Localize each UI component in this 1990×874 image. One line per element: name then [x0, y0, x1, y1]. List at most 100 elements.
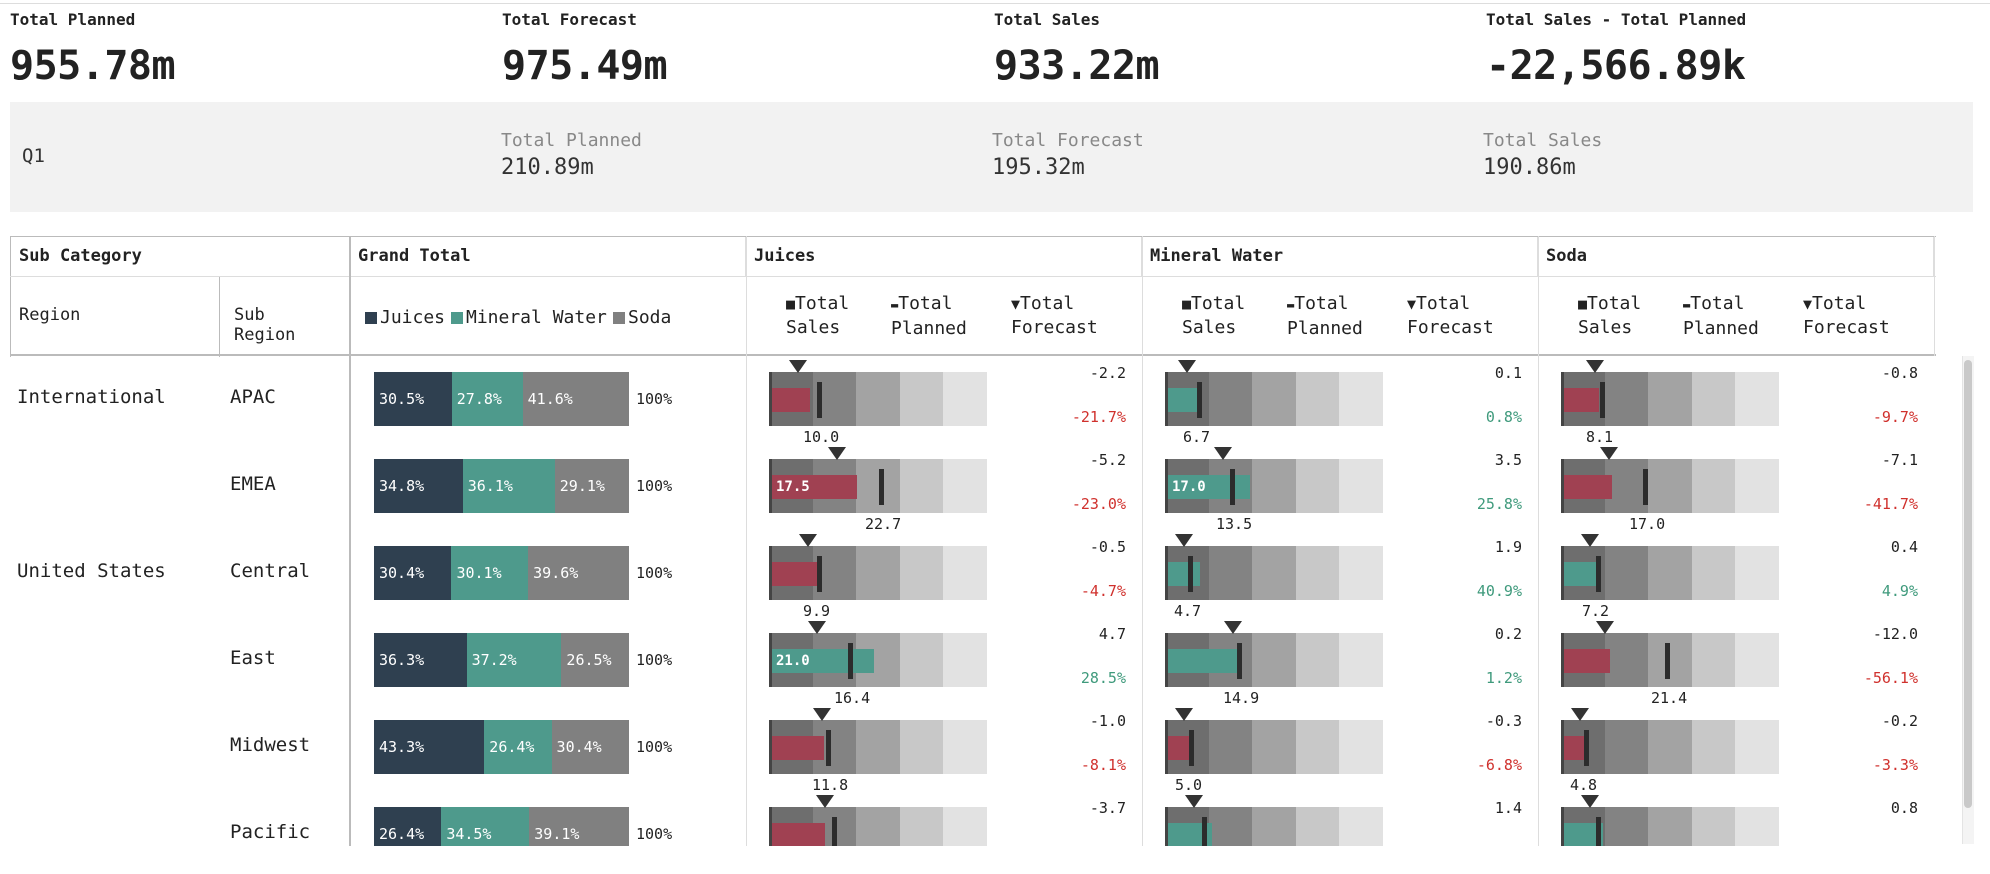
header-grand-total[interactable]: Grand Total	[350, 237, 746, 277]
stack-segment-mineral-water[interactable]: 27.8%	[451, 372, 523, 426]
planned-marker[interactable]	[1584, 730, 1589, 766]
forecast-marker-icon[interactable]	[1596, 621, 1614, 634]
planned-marker[interactable]	[1600, 382, 1605, 418]
bullet-chart-soda[interactable]	[1561, 708, 1779, 774]
sales-bar[interactable]: 17.5	[772, 475, 857, 499]
planned-marker[interactable]	[817, 382, 822, 418]
row-sub-region[interactable]: Midwest	[230, 734, 311, 756]
row-sub-region[interactable]: APAC	[230, 386, 276, 408]
planned-marker[interactable]	[1665, 643, 1670, 679]
planned-marker[interactable]	[1202, 817, 1207, 846]
forecast-marker-icon[interactable]	[1178, 360, 1196, 373]
forecast-marker-icon[interactable]	[1185, 795, 1203, 808]
planned-marker[interactable]	[1197, 382, 1202, 418]
sales-bar[interactable]	[772, 823, 825, 846]
stack-segment-mineral-water[interactable]: 37.2%	[466, 633, 562, 687]
bullet-chart-soda[interactable]	[1561, 360, 1779, 426]
sales-bar[interactable]	[772, 736, 824, 760]
forecast-marker-icon[interactable]	[1581, 795, 1599, 808]
bullet-chart-mineral[interactable]: 17.0	[1165, 447, 1383, 513]
stack-segment-mineral-water[interactable]: 36.1%	[462, 459, 555, 513]
planned-marker[interactable]	[1188, 556, 1193, 592]
forecast-marker-icon[interactable]	[1175, 534, 1193, 547]
bullet-chart-mineral[interactable]	[1165, 534, 1383, 600]
forecast-marker-icon[interactable]	[1581, 534, 1599, 547]
planned-marker[interactable]	[1596, 556, 1601, 592]
forecast-marker-icon[interactable]	[816, 795, 834, 808]
forecast-marker-icon[interactable]	[1586, 360, 1604, 373]
row-sub-region[interactable]: Pacific	[230, 821, 311, 843]
stack-segment-soda[interactable]: 29.1%	[554, 459, 629, 513]
planned-marker[interactable]	[848, 643, 853, 679]
header-juices[interactable]: Juices	[746, 237, 1142, 277]
forecast-marker-icon[interactable]	[808, 621, 826, 634]
vertical-scrollbar-thumb[interactable]	[1964, 360, 1972, 808]
bullet-chart-mineral[interactable]	[1165, 360, 1383, 426]
bullet-chart-mineral[interactable]	[1165, 621, 1383, 687]
sales-bar[interactable]	[772, 388, 810, 412]
forecast-marker-icon[interactable]	[799, 534, 817, 547]
sales-bar[interactable]	[1168, 388, 1201, 412]
sales-bar[interactable]	[1168, 649, 1241, 673]
stack-segment-mineral-water[interactable]: 34.5%	[441, 807, 530, 846]
row-sub-region[interactable]: EMEA	[230, 473, 276, 495]
stacked-bar[interactable]: 34.8% 36.1% 29.1%	[374, 459, 629, 513]
forecast-marker-icon[interactable]	[1571, 708, 1589, 721]
header-region[interactable]: Region	[10, 277, 220, 357]
planned-marker[interactable]	[817, 556, 822, 592]
planned-marker[interactable]	[1230, 469, 1235, 505]
planned-marker[interactable]	[826, 730, 831, 766]
bullet-chart-juices[interactable]	[769, 534, 987, 600]
forecast-marker-icon[interactable]	[1214, 447, 1232, 460]
stack-segment-mineral-water[interactable]: 30.1%	[451, 546, 529, 600]
header-mineral-water[interactable]: Mineral Water	[1142, 237, 1538, 277]
header-sub-region[interactable]: Sub Region	[234, 305, 296, 345]
sales-bar[interactable]	[1564, 388, 1599, 412]
planned-marker[interactable]	[1189, 730, 1194, 766]
bullet-chart-soda[interactable]	[1561, 534, 1779, 600]
forecast-marker-icon[interactable]	[1600, 447, 1618, 460]
bullet-chart-juices[interactable]: 21.0	[769, 621, 987, 687]
forecast-marker-icon[interactable]	[789, 360, 807, 373]
sales-bar[interactable]	[1564, 562, 1601, 586]
planned-marker[interactable]	[1596, 817, 1601, 846]
sales-bar[interactable]: 21.0	[772, 649, 874, 673]
sales-bar[interactable]	[772, 562, 818, 586]
sales-bar[interactable]	[1168, 823, 1212, 846]
planned-marker[interactable]	[832, 817, 837, 846]
stack-segment-soda[interactable]: 30.4%	[551, 720, 629, 774]
bullet-chart-mineral[interactable]	[1165, 795, 1383, 846]
forecast-marker-icon[interactable]	[1224, 621, 1242, 634]
bullet-chart-juices[interactable]	[769, 708, 987, 774]
sales-bar[interactable]	[1564, 736, 1586, 760]
bullet-chart-soda[interactable]	[1561, 447, 1779, 513]
sales-bar[interactable]	[1564, 823, 1603, 846]
stack-segment-juices[interactable]: 34.8%	[374, 459, 463, 513]
stack-segment-soda[interactable]: 39.6%	[528, 546, 630, 600]
stacked-bar[interactable]: 43.3% 26.4% 30.4%	[374, 720, 629, 774]
planned-marker[interactable]	[1643, 469, 1648, 505]
stack-segment-mineral-water[interactable]: 26.4%	[484, 720, 552, 774]
bullet-chart-mineral[interactable]	[1165, 708, 1383, 774]
bullet-chart-juices[interactable]	[769, 360, 987, 426]
bullet-chart-soda[interactable]	[1561, 795, 1779, 846]
stacked-bar[interactable]: 30.5% 27.8% 41.6%	[374, 372, 629, 426]
stack-segment-juices[interactable]: 36.3%	[374, 633, 467, 687]
stack-segment-soda[interactable]: 26.5%	[561, 633, 629, 687]
row-sub-region[interactable]: Central	[230, 560, 311, 582]
planned-marker[interactable]	[1237, 643, 1242, 679]
row-sub-region[interactable]: East	[230, 647, 276, 669]
planned-marker[interactable]	[879, 469, 884, 505]
header-sub-category[interactable]: Sub Category	[10, 237, 350, 277]
bullet-chart-soda[interactable]	[1561, 621, 1779, 687]
forecast-marker-icon[interactable]	[1175, 708, 1193, 721]
sales-bar[interactable]	[1168, 736, 1191, 760]
stack-segment-juices[interactable]: 26.4%	[374, 807, 442, 846]
header-soda[interactable]: Soda	[1538, 237, 1934, 277]
sales-bar[interactable]	[1564, 649, 1610, 673]
stack-segment-juices[interactable]: 30.4%	[374, 546, 452, 600]
stack-segment-soda[interactable]: 41.6%	[522, 372, 629, 426]
stack-segment-juices[interactable]: 43.3%	[374, 720, 485, 774]
stacked-bar[interactable]: 30.4% 30.1% 39.6%	[374, 546, 630, 600]
forecast-marker-icon[interactable]	[813, 708, 831, 721]
